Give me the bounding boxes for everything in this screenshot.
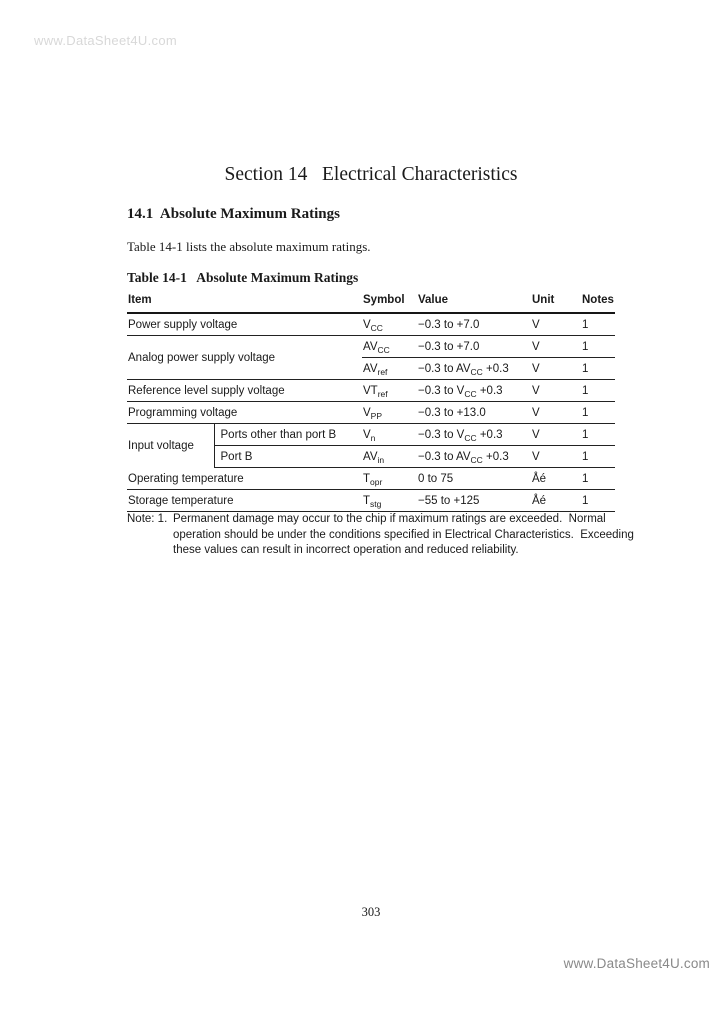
column-header-unit: Unit <box>531 294 581 314</box>
value-cell: −0.3 to AVCC +0.3 <box>417 357 531 380</box>
notes-cell: 1 <box>581 357 615 380</box>
symbol-cell: Tstg <box>362 489 417 512</box>
watermark-bottom: www.DataSheet4U.com <box>563 956 710 971</box>
value-cell: −0.3 to VCC +0.3 <box>417 379 531 402</box>
note-line: these values can result in incorrect ope… <box>173 544 519 556</box>
column-header-item: Item <box>127 294 362 314</box>
item-cell: Input voltage <box>128 439 194 452</box>
symbol-cell: Vn <box>362 423 417 446</box>
note-text: Permanent damage may occur to the chip i… <box>173 512 634 559</box>
subitem-cell: Ports other than port B <box>213 423 362 446</box>
value-cell: −0.3 to VCC +0.3 <box>417 423 531 446</box>
table-header-row: Item Symbol Value Unit Notes <box>127 294 615 314</box>
notes-cell: 1 <box>581 401 615 424</box>
table-caption: Table 14-1 Absolute Maximum Ratings <box>127 270 359 285</box>
value-cell: −0.3 to AVCC +0.3 <box>417 445 531 468</box>
note-label: Note: 1. <box>127 513 168 525</box>
subitem-cell: Port B <box>213 445 362 468</box>
note-line: Permanent damage may occur to the chip i… <box>173 513 606 525</box>
notes-cell: 1 <box>581 445 615 468</box>
unit-cell: V <box>531 313 581 336</box>
value-cell: −0.3 to +7.0 <box>417 335 531 358</box>
item-cell: Operating temperature <box>127 467 362 490</box>
notes-cell: 1 <box>581 335 615 358</box>
symbol-cell: AVref <box>362 357 417 380</box>
value-cell: −55 to +125 <box>417 489 531 512</box>
unit-cell: Åé <box>531 467 581 490</box>
table-row: Reference level supply voltage VTref −0.… <box>127 379 615 402</box>
page-number: 303 <box>361 905 381 919</box>
symbol-cell: VCC <box>362 313 417 336</box>
section-title: Section 14 Electrical Characteristics <box>224 164 518 185</box>
column-header-symbol: Symbol <box>362 294 417 314</box>
symbol-cell: AVin <box>362 445 417 468</box>
value-cell: 0 to 75 <box>417 467 531 490</box>
symbol-cell: VPP <box>362 401 417 424</box>
item-cell: Reference level supply voltage <box>127 379 362 402</box>
column-header-notes: Notes <box>581 294 615 314</box>
notes-cell: 1 <box>581 423 615 446</box>
item-cell: Programming voltage <box>127 401 362 424</box>
watermark-top: www.DataSheet4U.com <box>34 33 177 48</box>
table-row: Power supply voltage VCC −0.3 to +7.0 V … <box>127 313 615 336</box>
symbol-cell: VTref <box>362 379 417 402</box>
notes-cell: 1 <box>581 313 615 336</box>
notes-cell: 1 <box>581 379 615 402</box>
note-line: operation should be under the conditions… <box>173 528 634 541</box>
notes-cell: 1 <box>581 467 615 490</box>
absolute-maximum-ratings-table: Item Symbol Value Unit Notes Power suppl… <box>127 294 615 512</box>
value-cell: −0.3 to +13.0 <box>417 401 531 424</box>
unit-cell: V <box>531 379 581 402</box>
table-note: Note: 1. Permanent damage may occur to t… <box>127 512 634 559</box>
item-cell: Power supply voltage <box>127 313 362 336</box>
intro-text: Table 14-1 lists the absolute maximum ra… <box>127 239 371 254</box>
value-cell: −0.3 to +7.0 <box>417 313 531 336</box>
symbol-cell: AVCC <box>362 335 417 358</box>
notes-cell: 1 <box>581 489 615 512</box>
item-cell: Analog power supply voltage <box>127 335 362 380</box>
unit-cell: V <box>531 357 581 380</box>
table-row: Storage temperature Tstg −55 to +125 Åé … <box>127 489 615 512</box>
table-row: Programming voltage VPP −0.3 to +13.0 V … <box>127 401 615 424</box>
column-header-value: Value <box>417 294 531 314</box>
symbol-cell: Topr <box>362 467 417 490</box>
table-row: Operating temperature Topr 0 to 75 Åé 1 <box>127 467 615 490</box>
table-row: Input voltage Ports other than port B Vn… <box>127 423 615 452</box>
unit-cell: V <box>531 401 581 424</box>
unit-cell: Åé <box>531 489 581 512</box>
table-row: Port B AVin −0.3 to AVCC +0.3 V 1 <box>127 445 615 468</box>
table-row: Analog power supply voltage AVCC −0.3 to… <box>127 335 615 380</box>
item-cell: Storage temperature <box>127 489 362 512</box>
unit-cell: V <box>531 445 581 468</box>
table-row: AVref −0.3 to AVCC +0.3 V 1 <box>127 357 615 380</box>
subsection-heading: 14.1 Absolute Maximum Ratings <box>127 206 340 222</box>
unit-cell: V <box>531 335 581 358</box>
unit-cell: V <box>531 423 581 446</box>
